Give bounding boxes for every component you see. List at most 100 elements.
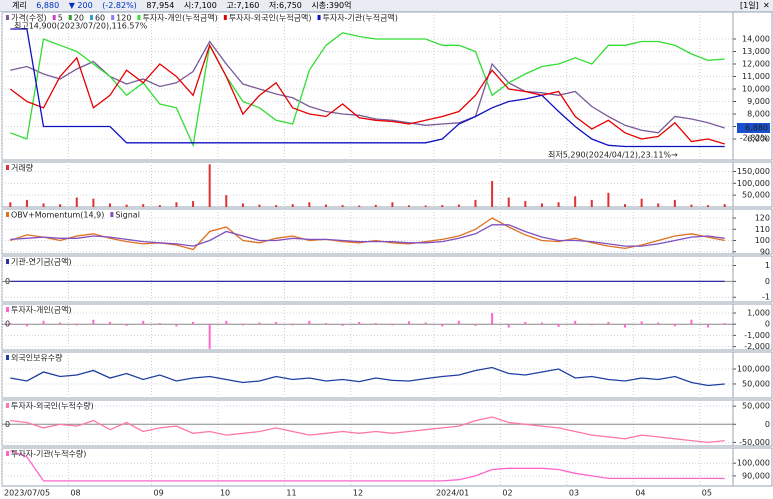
period-button[interactable]: [1일] xyxy=(740,1,759,10)
bar xyxy=(424,322,427,325)
zero-label: 0 xyxy=(5,420,10,429)
axis-frame xyxy=(732,255,773,303)
bar xyxy=(540,322,543,325)
panel-frame xyxy=(1,447,734,487)
bar xyxy=(690,319,693,325)
bar xyxy=(723,323,726,325)
y-tick-label: 120 xyxy=(755,214,770,223)
bar xyxy=(524,201,527,207)
bar xyxy=(59,204,62,207)
volume: 87,954 xyxy=(146,1,175,10)
y-tick-label: 0 xyxy=(765,277,770,286)
bar xyxy=(607,192,610,207)
legend-label: 120 xyxy=(116,14,131,23)
bar xyxy=(59,322,62,325)
bar xyxy=(673,324,676,327)
bar xyxy=(607,321,610,325)
bar xyxy=(275,205,278,207)
legend-swatch xyxy=(111,15,115,20)
bar xyxy=(374,204,377,207)
price-box-label: 6,880 xyxy=(745,124,768,133)
axis-frame xyxy=(732,303,773,351)
bar xyxy=(25,199,28,207)
bar xyxy=(557,324,560,327)
bar xyxy=(441,324,444,327)
bar xyxy=(424,205,427,207)
axis-frame xyxy=(732,161,773,208)
y-tick-label: 9,000 xyxy=(747,97,770,106)
bar xyxy=(507,324,510,328)
bar xyxy=(192,201,195,207)
legend-label: 투자자-개인(금액) xyxy=(11,305,72,315)
bar xyxy=(358,205,361,207)
bar xyxy=(75,324,78,326)
bar xyxy=(557,202,560,207)
legend-swatch xyxy=(6,259,9,264)
y-tick-label: 11,000 xyxy=(742,72,770,81)
x-tick-label: 03 xyxy=(569,489,579,498)
bar xyxy=(258,322,261,325)
bar xyxy=(291,324,294,326)
y-tick-label: -1 xyxy=(762,293,770,302)
legend-swatch xyxy=(110,212,114,217)
annotation: 최고14,900(2023/07/20),116.57% xyxy=(14,21,148,31)
bar xyxy=(491,180,494,207)
bar xyxy=(507,197,510,207)
bar xyxy=(92,198,95,207)
x-tick-label: 05 xyxy=(702,489,712,498)
stock-name: 계리 xyxy=(12,1,27,10)
y-tick-label: 0 xyxy=(765,420,770,429)
bar xyxy=(308,202,311,207)
bar xyxy=(707,324,710,328)
bar xyxy=(574,196,577,207)
y-tick-label: 1,000 xyxy=(747,308,770,317)
bar xyxy=(324,323,327,325)
bar xyxy=(491,312,494,325)
y-tick-label: 50,000 xyxy=(742,191,770,200)
y-tick-label: 14,000 xyxy=(742,35,770,44)
y-tick-label: 1 xyxy=(765,261,770,270)
legend-swatch xyxy=(6,403,9,408)
bar xyxy=(92,319,95,325)
y-tick-label: 12,000 xyxy=(742,60,770,69)
low: 저:6,750 xyxy=(268,1,302,10)
panel-frame xyxy=(1,12,734,161)
bar xyxy=(42,320,45,325)
close-button[interactable]: ✕ xyxy=(763,1,770,10)
legend-swatch xyxy=(6,307,9,312)
series-line xyxy=(10,28,725,148)
y-tick-label: 90 xyxy=(760,247,770,256)
bar xyxy=(9,202,12,207)
legend-swatch xyxy=(68,15,72,20)
x-tick-label: 12 xyxy=(353,489,363,498)
bar xyxy=(374,323,377,325)
legend-label: 투자자-기관(누적금액) xyxy=(323,13,398,23)
bar xyxy=(408,205,411,207)
legend-label: 거래량 xyxy=(11,163,34,173)
bar xyxy=(208,164,211,207)
x-tick-label: 2024/01 xyxy=(436,489,469,498)
bar xyxy=(457,320,460,325)
legend-label: 가격(수정) xyxy=(11,13,47,23)
legend-swatch xyxy=(6,15,9,20)
change-pct: (-2.82%) xyxy=(102,1,137,10)
bar xyxy=(108,203,111,207)
series-line xyxy=(10,40,725,134)
bar xyxy=(75,197,78,207)
bar xyxy=(590,199,593,207)
bar xyxy=(208,324,211,349)
panel-frame xyxy=(1,351,734,399)
bar xyxy=(391,202,394,207)
bar xyxy=(258,204,261,207)
y-tick-label: 110 xyxy=(755,225,770,234)
market-cap: 시총:390억 xyxy=(311,1,352,10)
legend-label: Signal xyxy=(115,211,140,220)
axis-frame xyxy=(732,208,773,255)
legend-label: 투자자-외국인(누적수량) xyxy=(11,401,94,411)
bar xyxy=(42,203,45,207)
y-tick-label: 100,000 xyxy=(737,179,770,188)
bar xyxy=(640,198,643,207)
bar xyxy=(25,324,28,327)
chart: 6,0007,0008,0009,00010,00011,00012,00013… xyxy=(1,12,773,498)
high: 고:7,160 xyxy=(226,1,260,10)
